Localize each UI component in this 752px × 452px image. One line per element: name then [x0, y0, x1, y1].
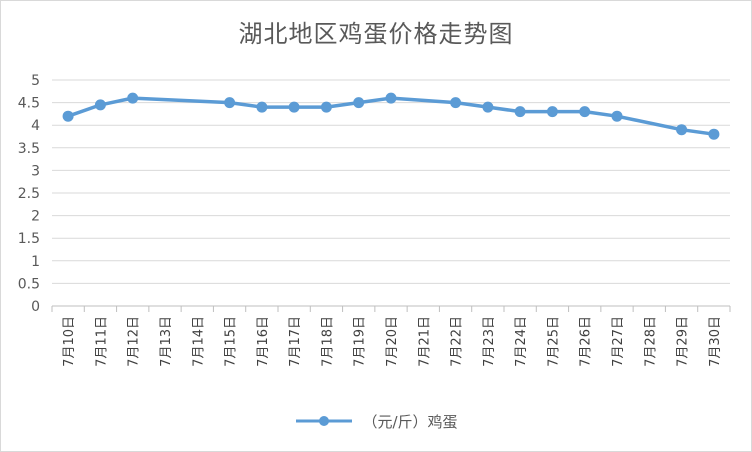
- data-point: [127, 92, 139, 104]
- x-tick-label: 7月28日: [643, 316, 658, 367]
- x-tick-label: 7月12日: [127, 316, 142, 367]
- x-tick-label: 7月25日: [546, 316, 561, 367]
- y-tick-label: 4.5: [18, 96, 40, 112]
- x-axis-labels: 7月10日 7月11日 7月12日 7月13日 7月14日 7月15日 7月16日 7月17日…: [62, 316, 723, 367]
- y-tick-label: 0: [31, 299, 40, 315]
- x-tick-label: 7月21日: [417, 316, 432, 367]
- data-point: [514, 106, 526, 118]
- legend-label: （元/斤）鸡蛋: [362, 412, 458, 431]
- data-point: [676, 124, 688, 136]
- y-tick-label: 2.5: [18, 186, 40, 202]
- legend: （元/斤）鸡蛋: [0, 410, 752, 432]
- legend-marker-icon: [296, 416, 353, 426]
- data-point: [482, 101, 494, 113]
- data-point: [385, 92, 397, 104]
- y-tick-label: 3.5: [18, 141, 40, 157]
- data-point: [450, 97, 462, 109]
- y-axis-labels: 0 0.5 1 1.5 2 2.5 3 3.5 4 4.5 5: [18, 73, 40, 315]
- data-point: [546, 106, 558, 118]
- x-tick-label: 7月30日: [708, 316, 723, 367]
- x-tick-label: 7月24日: [514, 316, 529, 367]
- data-point: [224, 97, 236, 109]
- y-tick-label: 1.5: [18, 231, 40, 247]
- x-tick-label: 7月15日: [224, 316, 239, 367]
- x-axis: [51, 305, 731, 312]
- data-point: [579, 106, 591, 118]
- data-point: [353, 97, 365, 109]
- x-tick-label: 7月10日: [62, 316, 77, 367]
- y-tick-label: 0.5: [18, 276, 40, 292]
- data-point: [288, 101, 300, 113]
- data-point: [94, 99, 106, 111]
- y-tick-label: 4: [31, 118, 40, 134]
- gridlines: [52, 79, 730, 284]
- x-tick-label: 7月29日: [676, 316, 691, 367]
- y-tick-label: 3: [31, 163, 40, 179]
- x-tick-label: 7月26日: [579, 316, 594, 367]
- x-tick-label: 7月17日: [288, 316, 303, 367]
- x-tick-label: 7月22日: [450, 316, 465, 367]
- x-tick-label: 7月13日: [159, 316, 174, 367]
- data-point: [611, 110, 623, 122]
- x-tick-label: 7月18日: [320, 316, 335, 367]
- data-point: [62, 110, 74, 122]
- chart-title: 湖北地区鸡蛋价格走势图: [238, 20, 514, 48]
- data-point: [320, 101, 332, 113]
- x-tick-label: 7月27日: [611, 316, 626, 367]
- x-tick-label: 7月16日: [256, 316, 271, 367]
- x-tick-label: 7月23日: [482, 316, 497, 367]
- x-tick-label: 7月11日: [94, 316, 109, 367]
- y-tick-label: 5: [31, 73, 40, 89]
- data-point: [256, 101, 268, 113]
- series-egg-price: [62, 92, 720, 140]
- data-point: [708, 128, 720, 140]
- y-tick-label: 2: [31, 209, 40, 225]
- y-tick-label: 1: [31, 254, 40, 270]
- x-tick-label: 7月19日: [353, 316, 368, 367]
- x-tick-label: 7月14日: [191, 316, 206, 367]
- x-tick-label: 7月20日: [385, 316, 400, 367]
